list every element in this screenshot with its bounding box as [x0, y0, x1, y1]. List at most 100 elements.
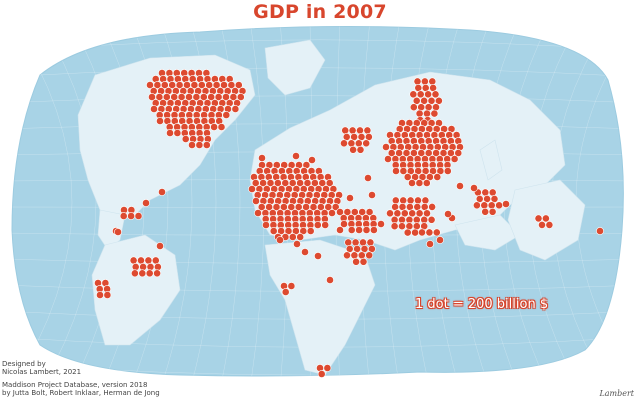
gdp-dot [156, 242, 164, 250]
gdp-dot [288, 233, 297, 241]
gdp-dot [545, 220, 554, 229]
credits-design: Designed by Nicolas Lambert, 2021 [2, 360, 81, 376]
gdp-dot [365, 251, 374, 260]
source-line-2: by Jutta Bolt, Robert Inklaar, Herman de… [2, 389, 160, 397]
gdp-dot [362, 139, 371, 148]
gdp-dot [369, 226, 378, 234]
gdp-dot [359, 257, 368, 266]
gdp-dot [323, 364, 332, 372]
gdp-dot [344, 238, 353, 247]
gdp-dot [436, 236, 444, 244]
gdp-dot [391, 196, 400, 205]
gdp-dot [356, 145, 365, 154]
gdp-dot [368, 191, 376, 199]
gdp-dot [321, 221, 330, 229]
gdp-dot [181, 135, 190, 143]
gdp-dot [362, 226, 371, 234]
gdp-dot [431, 90, 440, 99]
gdp-dot [430, 109, 439, 118]
credits-source: Maddison Project Database, version 2018 … [2, 381, 160, 397]
gdp-dot [428, 77, 437, 86]
gdp-dot [487, 201, 496, 210]
gdp-dot [411, 228, 419, 237]
gdp-dot [355, 226, 363, 234]
gdp-dot [158, 188, 166, 196]
gdp-dot [432, 103, 440, 112]
gdp-dot [425, 228, 434, 237]
gdp-dot [433, 173, 442, 181]
gdp-dot [354, 139, 363, 148]
gdp-dot [444, 210, 452, 218]
gdp-dot [150, 105, 158, 113]
gdp-dot [416, 90, 425, 99]
gdp-dot [399, 167, 408, 175]
gdp-dot [357, 251, 366, 260]
gdp-dot [146, 262, 155, 271]
gdp-dot [292, 152, 300, 160]
gdp-dot [403, 173, 412, 181]
map-title: GDP in 2007 [253, 1, 387, 23]
gdp-dot [424, 103, 433, 112]
gdp-dot [281, 288, 290, 296]
gdp-dot [341, 126, 350, 135]
gdp-dot [166, 129, 174, 137]
gdp-dot [144, 256, 153, 265]
gdp-dot [413, 77, 422, 86]
gdp-dot [408, 209, 417, 218]
gdp-dots [94, 69, 604, 378]
gdp-dot [145, 269, 154, 278]
gdp-dot [409, 90, 418, 99]
gdp-dot [127, 212, 136, 220]
gdp-dot [96, 291, 104, 299]
gdp-dot [364, 174, 372, 182]
gdp-dot [326, 276, 334, 284]
gdp-dot [130, 269, 139, 278]
gdp-dot [350, 251, 359, 260]
gdp-dot [408, 179, 416, 187]
gdp-dot [502, 200, 510, 208]
gdp-dot [119, 212, 128, 220]
gdp-dot [142, 199, 150, 207]
gdp-dot [392, 167, 400, 175]
gdp-dot [366, 238, 375, 247]
gdp-dot [422, 179, 431, 187]
gdp-dot [301, 248, 309, 256]
author-signature: Lambert [599, 389, 634, 398]
gdp-dot [488, 207, 497, 216]
designed-by-label: Designed by [2, 360, 46, 368]
gdp-dot [262, 221, 270, 229]
gdp-dot [454, 149, 463, 157]
gdp-dot [346, 194, 354, 202]
gdp-dot [210, 123, 218, 131]
gdp-dot [481, 188, 490, 197]
gdp-dot [217, 123, 226, 131]
gdp-dot [456, 182, 464, 190]
gdp-dot [490, 194, 499, 203]
gdp-dot [356, 126, 364, 135]
gdp-dot [325, 179, 334, 187]
gdp-dot [328, 209, 336, 217]
gdp-dot [384, 155, 392, 163]
gdp-dot [234, 81, 243, 89]
gdp-dot [495, 201, 503, 210]
gdp-dot [308, 156, 316, 164]
gdp-dot [434, 96, 443, 105]
gdp-dot [340, 139, 348, 148]
gdp-dot [432, 228, 441, 237]
gdp-dot [423, 209, 431, 218]
gdp-dot [443, 167, 452, 175]
gdp-dot [414, 196, 422, 205]
gdp-dot [137, 256, 145, 265]
gdp-dot [390, 222, 399, 231]
gdp-dot [421, 196, 430, 205]
gdp-dot [254, 209, 262, 217]
gdp-dot [534, 214, 543, 223]
gdp-dot [222, 111, 231, 119]
gdp-dot [348, 126, 357, 135]
gdp-dot [317, 370, 326, 378]
gdp-dot [418, 228, 426, 237]
gdp-dot [365, 208, 374, 216]
source-line-1: Maddison Project Database, version 2018 [2, 381, 148, 389]
gdp-dot [480, 201, 489, 210]
gdp-dot [393, 209, 402, 218]
